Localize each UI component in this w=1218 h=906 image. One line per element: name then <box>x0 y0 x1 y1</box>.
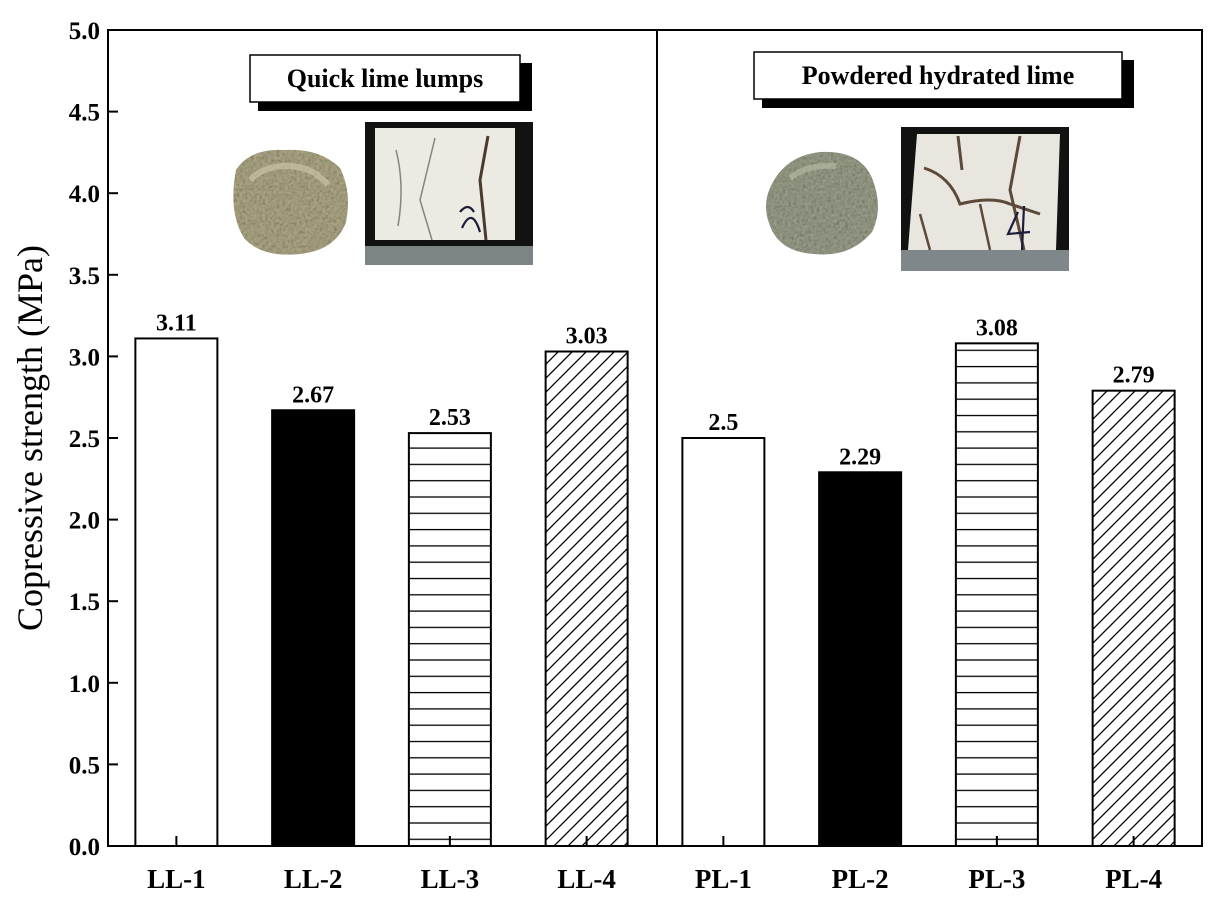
value-label-pl-4: 2.79 <box>1113 363 1155 389</box>
value-label-ll-1: 3.11 <box>156 310 197 336</box>
group-label-text: Quick lime lumps <box>287 64 483 93</box>
x-axis: LL-1 LL-2 LL-3 LL-4 PL-1 PL-2 PL-3 PL-4 <box>147 836 1162 894</box>
y-tick-label: 4.5 <box>69 100 100 127</box>
value-label-pl-2: 2.29 <box>839 444 881 470</box>
y-tick-label: 2.0 <box>69 508 100 535</box>
x-tick-label-pl-4: PL-4 <box>1105 864 1162 894</box>
ll-specimen-crack-image <box>365 122 533 265</box>
y-tick-label: 3.5 <box>69 263 100 290</box>
y-tick-label: 0.0 <box>69 834 100 861</box>
y-tick-label: 2.5 <box>69 426 100 453</box>
powdered-hydrated-lime-image <box>766 151 878 255</box>
bar-ll-1 <box>134 337 219 847</box>
value-label-ll-2: 2.67 <box>292 382 334 408</box>
group-label-powdered-lime: Powdered hydrated lime <box>753 51 1134 108</box>
bars: 3.11 2.67 2.53 3.03 2.5 2.29 3.08 2.79 <box>134 310 1176 847</box>
value-label-ll-3: 2.53 <box>429 405 471 431</box>
pl-specimen-crack-image <box>901 127 1069 271</box>
y-tick-label: 1.0 <box>69 671 100 698</box>
x-tick-label-ll-3: LL-3 <box>421 864 480 894</box>
x-tick-label-ll-1: LL-1 <box>147 864 206 894</box>
bar-ll-4 <box>544 350 629 847</box>
quick-lime-lump-image <box>233 149 348 255</box>
x-tick-label-pl-2: PL-2 <box>832 864 889 894</box>
y-tick-label: 5.0 <box>69 18 100 45</box>
value-label-pl-3: 3.08 <box>976 315 1018 341</box>
y-tick-label: 3.0 <box>69 344 100 371</box>
bar-ll-2 <box>271 409 356 847</box>
bar-pl-2 <box>818 471 903 847</box>
y-tick-label: 0.5 <box>69 752 100 779</box>
group-label-text: Powdered hydrated lime <box>802 61 1075 90</box>
bar-ll-3 <box>407 432 492 847</box>
value-label-pl-1: 2.5 <box>708 410 738 436</box>
x-tick-label-ll-2: LL-2 <box>284 864 343 894</box>
y-tick-label: 4.0 <box>69 181 100 208</box>
y-axis: 0.0 0.5 1.0 1.5 2.0 2.5 3.0 3.5 4.0 4.5 5.0 <box>69 18 118 861</box>
x-tick-label-ll-4: LL-4 <box>557 864 616 894</box>
value-label-ll-4: 3.03 <box>566 324 608 350</box>
y-tick-label: 1.5 <box>69 589 100 616</box>
x-tick-label-pl-1: PL-1 <box>695 864 752 894</box>
bar-pl-1 <box>681 437 766 847</box>
bar-pl-3 <box>954 342 1039 847</box>
y-axis-title: Copressive strength (MPa) <box>10 245 50 631</box>
bar-pl-4 <box>1091 389 1176 847</box>
group-label-quick-lime: Quick lime lumps <box>249 54 532 111</box>
x-tick-label-pl-3: PL-3 <box>968 864 1025 894</box>
